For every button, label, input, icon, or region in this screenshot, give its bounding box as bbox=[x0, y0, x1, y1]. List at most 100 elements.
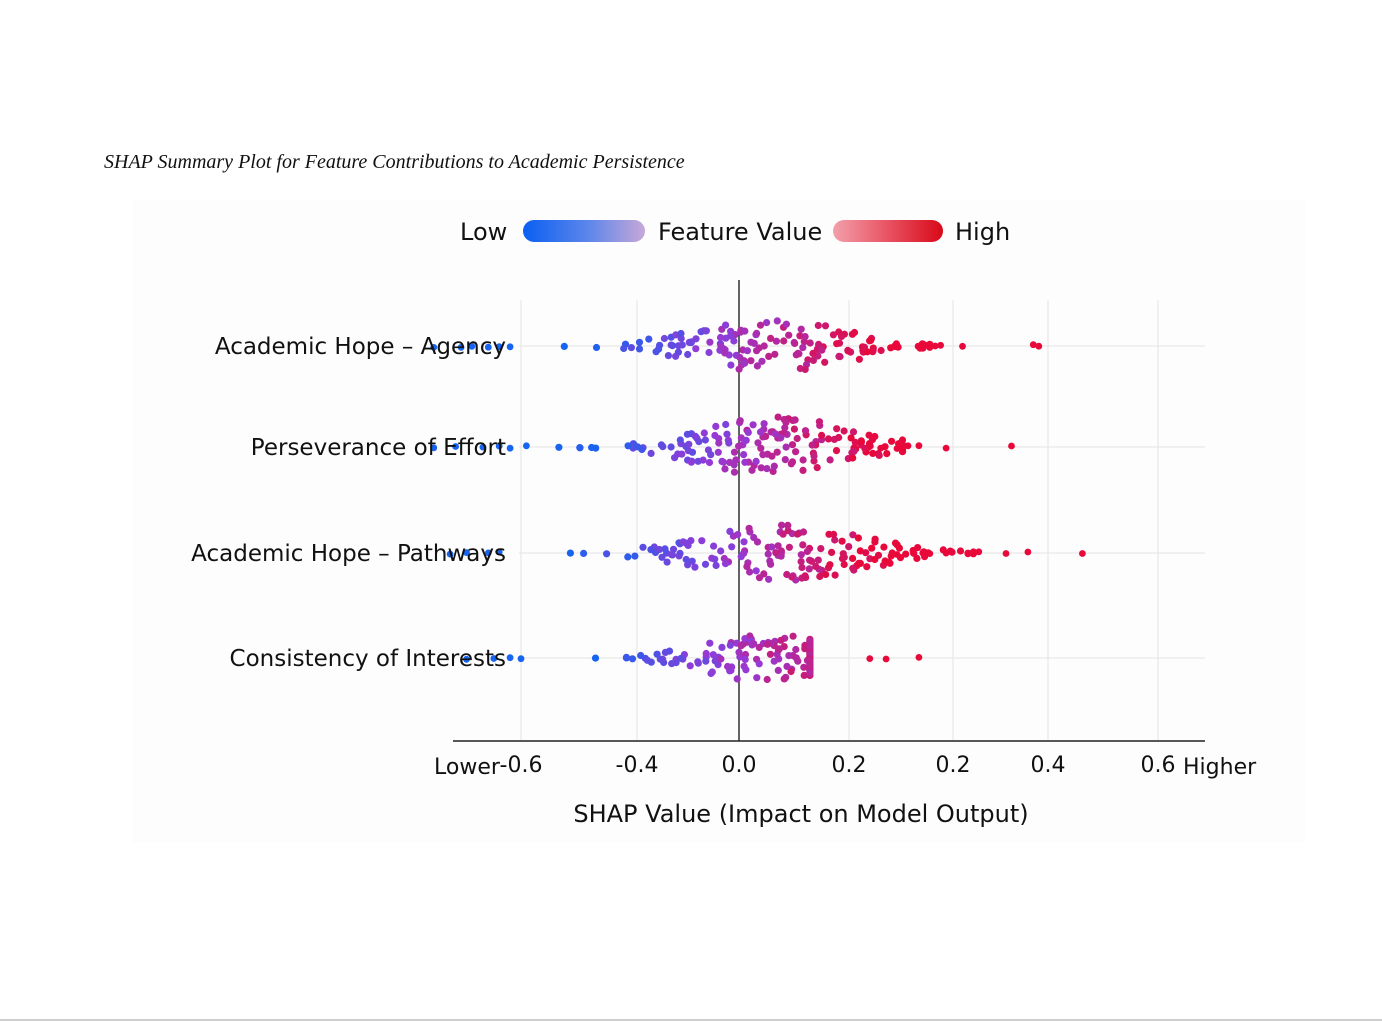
shap-point bbox=[730, 448, 739, 456]
shap-point bbox=[782, 443, 790, 451]
shap-point bbox=[883, 450, 891, 458]
shap-point bbox=[631, 552, 639, 560]
shap-point bbox=[799, 456, 807, 464]
shap-outlier-point bbox=[484, 549, 492, 557]
shap-point bbox=[845, 543, 853, 551]
x-tick-label: 0.2 bbox=[832, 753, 867, 778]
shap-point bbox=[643, 656, 651, 664]
shap-point bbox=[726, 527, 734, 535]
shap-outlier-point bbox=[1035, 342, 1043, 350]
shap-outlier-point bbox=[1029, 341, 1037, 349]
shap-point bbox=[667, 443, 675, 451]
shap-point bbox=[647, 546, 655, 554]
shap-point bbox=[741, 359, 749, 367]
shap-point bbox=[902, 550, 910, 558]
feature-baselines bbox=[519, 345, 1205, 659]
shap-point bbox=[735, 648, 743, 656]
shap-point bbox=[790, 416, 798, 424]
shap-point bbox=[793, 530, 802, 538]
shap-point bbox=[840, 560, 848, 569]
shap-point bbox=[760, 342, 768, 350]
shap-point bbox=[717, 547, 725, 555]
shap-point bbox=[833, 340, 841, 348]
shap-point bbox=[698, 537, 706, 545]
shap-point bbox=[726, 458, 734, 466]
shap-point bbox=[652, 348, 660, 356]
shap-point bbox=[635, 345, 644, 353]
shap-point bbox=[840, 427, 848, 435]
shap-point bbox=[721, 560, 730, 568]
shap-point bbox=[765, 575, 773, 583]
shap-point bbox=[645, 335, 653, 343]
shap-point bbox=[658, 553, 666, 561]
shap-point bbox=[700, 429, 708, 437]
shap-point bbox=[728, 543, 736, 551]
shap-point bbox=[695, 438, 703, 446]
shap-point bbox=[687, 458, 696, 466]
shap-point bbox=[888, 437, 896, 445]
shap-point bbox=[822, 570, 830, 579]
shap-point bbox=[760, 420, 768, 428]
shap-point bbox=[850, 447, 858, 455]
shap-point bbox=[856, 559, 865, 567]
shap-outlier-point bbox=[495, 343, 503, 351]
shap-outlier-point bbox=[506, 654, 514, 662]
shap-point bbox=[748, 466, 756, 474]
grid bbox=[520, 300, 1159, 741]
x-axis-lower-label: Lower bbox=[434, 755, 501, 780]
shap-point bbox=[806, 649, 814, 657]
shap-point bbox=[767, 334, 775, 342]
shap-point bbox=[818, 346, 826, 354]
shap-point bbox=[701, 560, 710, 568]
shap-point bbox=[783, 662, 791, 670]
shap-point bbox=[851, 438, 859, 446]
shap-point bbox=[639, 543, 647, 551]
shap-point bbox=[664, 352, 673, 360]
shap-point bbox=[780, 675, 788, 683]
shap-point bbox=[709, 651, 717, 659]
shap-point bbox=[826, 456, 834, 464]
shap-outlier-point bbox=[893, 343, 901, 351]
shap-point bbox=[668, 660, 676, 668]
shap-point bbox=[862, 549, 870, 557]
shap-point bbox=[926, 340, 934, 348]
shap-point bbox=[969, 548, 978, 556]
shap-point bbox=[847, 434, 855, 442]
shap-outlier-point bbox=[479, 443, 487, 451]
shap-point bbox=[555, 443, 563, 451]
shap-point bbox=[806, 339, 814, 347]
shap-point bbox=[566, 549, 574, 557]
shap-point bbox=[771, 350, 779, 358]
shap-outlier-point bbox=[490, 655, 498, 662]
feature-label: Academic Hope – Agency bbox=[215, 334, 506, 360]
shap-point bbox=[806, 656, 814, 664]
shap-point bbox=[756, 428, 765, 436]
shap-point bbox=[818, 431, 826, 439]
shap-point bbox=[838, 537, 846, 545]
shap-point bbox=[763, 640, 772, 648]
shap-outlier-point bbox=[517, 655, 525, 663]
shap-point bbox=[860, 343, 869, 351]
shap-outlier-point bbox=[942, 444, 950, 452]
shap-point bbox=[791, 339, 799, 347]
shap-point bbox=[742, 436, 750, 444]
shap-point bbox=[677, 654, 685, 662]
shap-point bbox=[718, 643, 726, 651]
shap-point bbox=[794, 657, 802, 665]
shap-point bbox=[787, 667, 795, 676]
shap-point bbox=[757, 444, 765, 452]
shap-point bbox=[812, 562, 820, 571]
shap-point bbox=[799, 541, 807, 549]
shap-point bbox=[775, 645, 783, 653]
shap-point bbox=[710, 542, 718, 550]
shap-point bbox=[832, 447, 841, 455]
shap-point bbox=[810, 457, 818, 465]
shap-point bbox=[750, 640, 758, 648]
shap-point bbox=[661, 545, 669, 553]
shap-point bbox=[656, 341, 664, 349]
shap-point bbox=[956, 547, 965, 555]
shap-outlier-point bbox=[430, 344, 438, 351]
shap-point bbox=[782, 418, 790, 427]
shap-point bbox=[576, 444, 584, 452]
shap-point bbox=[914, 544, 922, 552]
